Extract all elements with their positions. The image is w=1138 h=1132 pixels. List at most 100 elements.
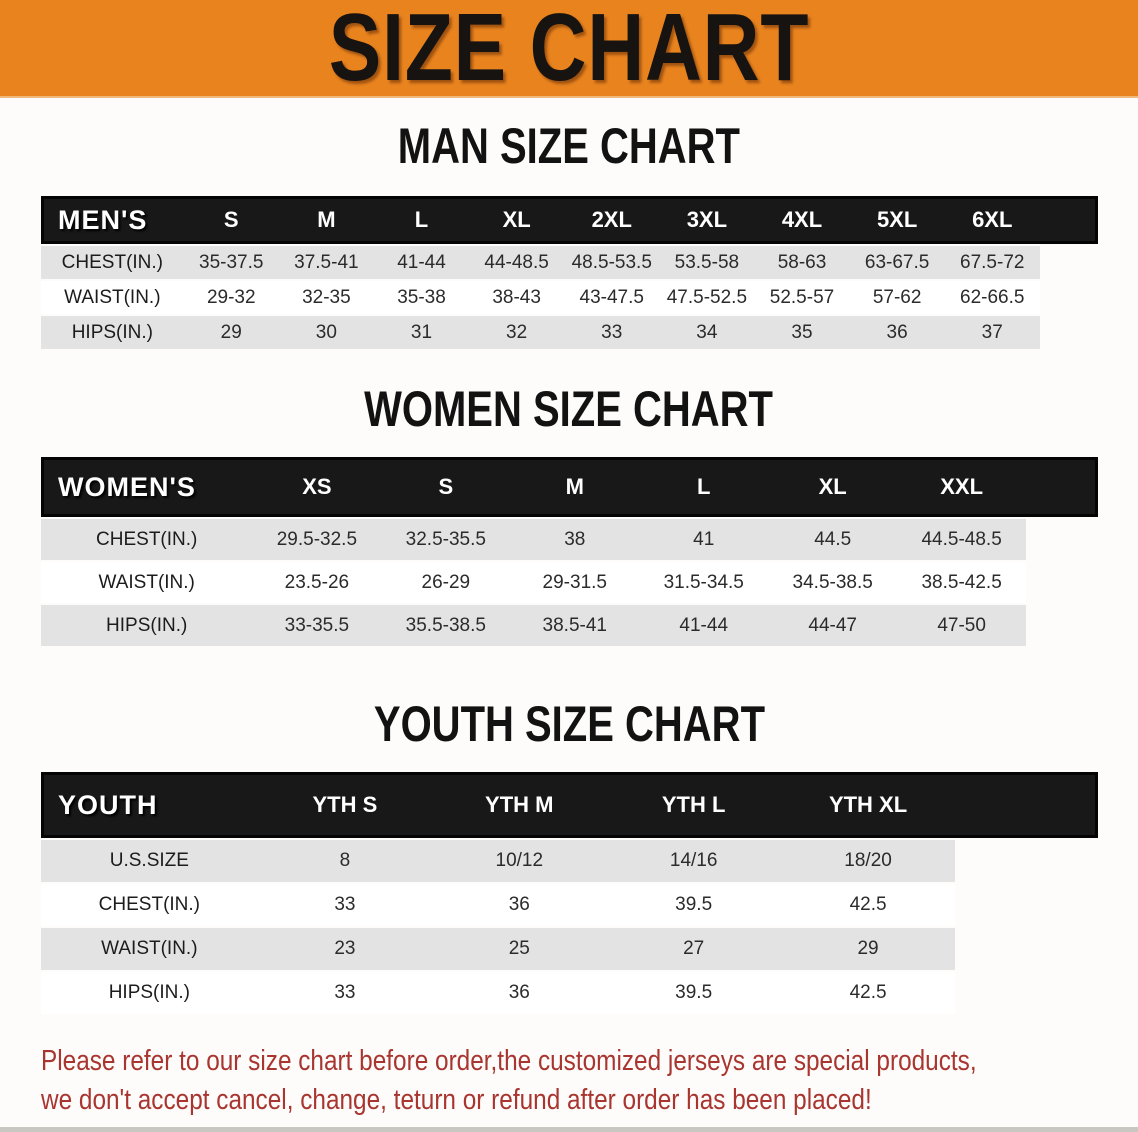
banner: SIZE CHART [0, 0, 1138, 98]
table-row: WAIST(IN.) 23.5-26 26-29 29-31.5 31.5-34.5 34… [41, 562, 1098, 603]
size-table: MEN'S S M L XL 2XL 3XL 4XL 5XL 6XL CHEST(IN.) 35-37… [41, 194, 1098, 351]
measurement-value: 25 [432, 928, 607, 970]
size-column-header: 3XL [659, 196, 755, 244]
measurement-value: 33 [564, 316, 660, 349]
men-section-heading: MAN SIZE CHART [0, 118, 1138, 174]
measurement-row-label: CHEST(IN.) [41, 519, 253, 560]
row-spacer [1040, 281, 1098, 314]
size-column-header: 5XL [849, 196, 945, 244]
table-row: HIPS(IN.) 33-35.5 35.5-38.5 38.5-41 41-44 44-… [41, 605, 1098, 646]
measurement-value: 34 [659, 316, 755, 349]
size-column-header: YTH XL [780, 772, 956, 838]
measurement-value: 36 [432, 972, 607, 1014]
measurement-value: 48.5-53.5 [564, 246, 660, 279]
measurement-value: 38-43 [469, 281, 565, 314]
measurement-value: 35.5-38.5 [381, 605, 511, 646]
measurement-value: 36 [432, 884, 607, 926]
measurement-value: 33-35.5 [252, 605, 382, 646]
measurement-value: 29 [780, 928, 956, 970]
size-column-header: S [381, 457, 511, 517]
measurement-value: 67.5-72 [944, 246, 1040, 279]
measurement-value: 47.5-52.5 [659, 281, 755, 314]
measurement-value: 62-66.5 [944, 281, 1040, 314]
measurement-value: 23.5-26 [252, 562, 382, 603]
row-spacer [955, 928, 1098, 970]
size-column-header: M [510, 457, 640, 517]
measurement-value: 35 [754, 316, 850, 349]
measurement-value: 35-37.5 [183, 246, 279, 279]
women-size-table: WOMEN'S XS S M L XL XXL CHEST(IN.) 29.5-32.5 32.5… [41, 455, 1098, 648]
measurement-value: 32 [469, 316, 565, 349]
size-table: YOUTH YTH S YTH M YTH L YTH XL U.S.SIZE 8 10/12… [41, 770, 1098, 1016]
row-spacer [955, 840, 1098, 882]
row-spacer [1026, 605, 1098, 646]
measurement-value: 42.5 [780, 884, 956, 926]
size-column-header: L [373, 196, 470, 244]
size-column-header: XXL [897, 457, 1027, 517]
measurement-value: 39.5 [606, 972, 781, 1014]
measurement-row-label: HIPS(IN.) [41, 972, 258, 1014]
measurement-row-label: HIPS(IN.) [41, 316, 184, 349]
measurement-value: 27 [606, 928, 781, 970]
youth-size-table: YOUTH YTH S YTH M YTH L YTH XL U.S.SIZE 8 10/12… [41, 770, 1098, 1016]
measurement-value: 29-32 [183, 281, 279, 314]
table-row: CHEST(IN.) 35-37.5 37.5-41 41-44 44-48.5 48.5… [41, 246, 1098, 279]
measurement-value: 23 [257, 928, 433, 970]
size-column-header: YTH L [606, 772, 781, 838]
size-column-header: M [278, 196, 374, 244]
measurement-value: 57-62 [849, 281, 945, 314]
row-spacer [955, 972, 1098, 1014]
measurement-value: 29 [183, 316, 279, 349]
measurement-value: 41-44 [639, 605, 769, 646]
table-row: CHEST(IN.) 33 36 39.5 42.5 [41, 884, 1098, 926]
table-header-row: YOUTH YTH S YTH M YTH L YTH XL [41, 772, 1098, 838]
size-column-header: XL [469, 196, 565, 244]
measurement-value: 33 [257, 884, 433, 926]
footer-disclaimer-line-1: Please refer to our size chart before or… [41, 1045, 977, 1077]
measurement-row-label: WAIST(IN.) [41, 928, 258, 970]
measurement-row-label: CHEST(IN.) [41, 884, 258, 926]
header-spacer [1039, 196, 1098, 244]
row-spacer [1026, 519, 1098, 560]
measurement-value: 38.5-41 [510, 605, 640, 646]
women-section: WOMEN SIZE CHART WOMEN'S XS S M L XL XXL CHEST(… [0, 381, 1138, 648]
measurement-value: 53.5-58 [659, 246, 755, 279]
table-row: WAIST(IN.) 29-32 32-35 35-38 38-43 43-47.5 47.… [41, 281, 1098, 314]
men-section-heading-text: MAN SIZE CHART [397, 118, 741, 174]
row-spacer [1040, 246, 1098, 279]
table-row: CHEST(IN.) 29.5-32.5 32.5-35.5 38 41 44.5 44.5… [41, 519, 1098, 560]
measurement-value: 42.5 [780, 972, 956, 1014]
measurement-row-label: WAIST(IN.) [41, 562, 253, 603]
row-spacer [1026, 562, 1098, 603]
measurement-value: 44-48.5 [469, 246, 565, 279]
measurement-row-label: WAIST(IN.) [41, 281, 184, 314]
measurement-value: 44.5 [768, 519, 898, 560]
footer-disclaimer: Please refer to our size chart before or… [41, 1042, 1138, 1120]
header-spacer [1026, 457, 1098, 517]
measurement-value: 41 [639, 519, 769, 560]
measurement-value: 29.5-32.5 [252, 519, 382, 560]
table-row: WAIST(IN.) 23 25 27 29 [41, 928, 1098, 970]
footer-disclaimer-line-2: we don't accept cancel, change, teturn o… [41, 1084, 872, 1116]
youth-section: YOUTH SIZE CHART YOUTH YTH S YTH M YTH L YTH… [0, 696, 1138, 1016]
measurement-row-label: CHEST(IN.) [41, 246, 184, 279]
measurement-value: 63-67.5 [849, 246, 945, 279]
table-row: HIPS(IN.) 29 30 31 32 33 34 35 36 37 [41, 316, 1098, 349]
measurement-value: 32.5-35.5 [381, 519, 511, 560]
size-column-header: 2XL [564, 196, 660, 244]
size-column-header: L [639, 457, 769, 517]
row-spacer [955, 884, 1098, 926]
measurement-value: 58-63 [754, 246, 850, 279]
measurement-value: 26-29 [381, 562, 511, 603]
measurement-value: 33 [257, 972, 433, 1014]
measurement-value: 37.5-41 [278, 246, 374, 279]
table-row: U.S.SIZE 8 10/12 14/16 18/20 [41, 840, 1098, 882]
size-table: WOMEN'S XS S M L XL XXL CHEST(IN.) 29.5-32.5 32.5… [41, 455, 1098, 648]
youth-section-heading: YOUTH SIZE CHART [0, 696, 1138, 752]
size-column-header: S [183, 196, 279, 244]
measurement-value: 38 [510, 519, 640, 560]
measurement-value: 29-31.5 [510, 562, 640, 603]
women-section-heading: WOMEN SIZE CHART [0, 381, 1138, 437]
size-column-header: 6XL [944, 196, 1040, 244]
